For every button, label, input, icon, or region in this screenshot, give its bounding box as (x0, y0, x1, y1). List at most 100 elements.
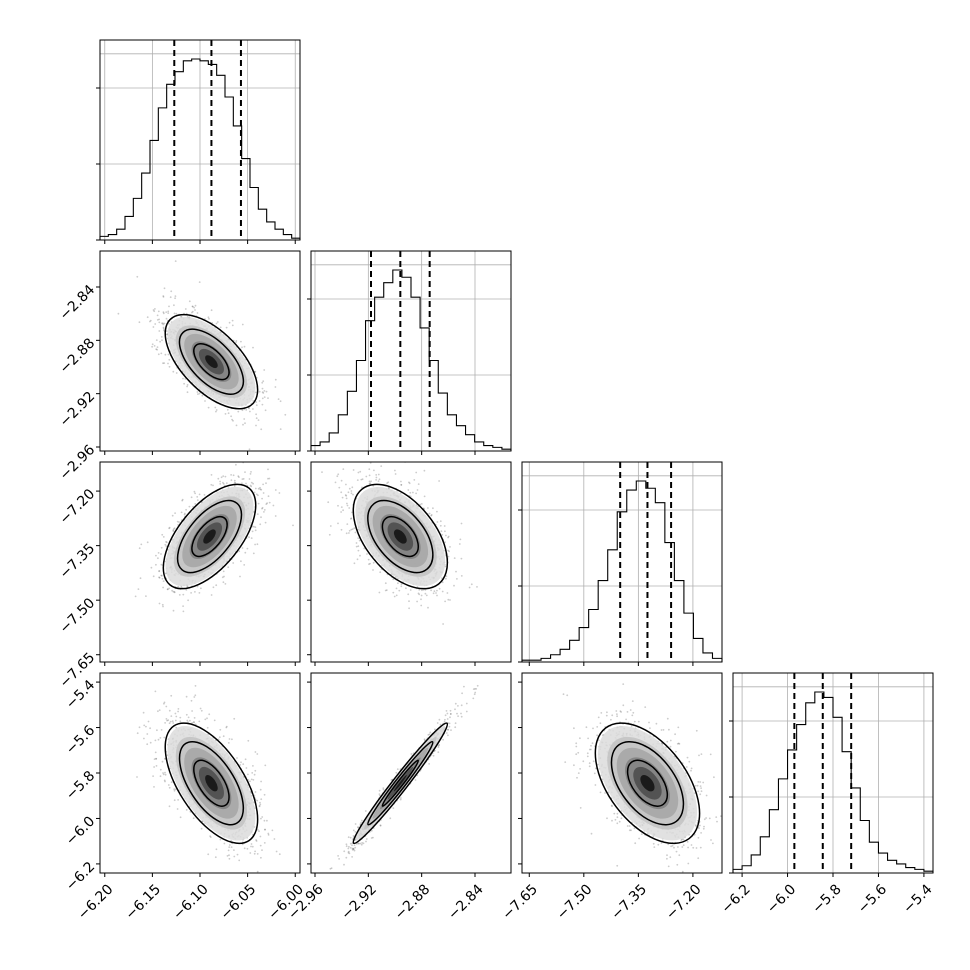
sample-point (367, 558, 370, 561)
sample-point (421, 589, 423, 592)
sample-point (152, 575, 155, 578)
sample-point (254, 370, 257, 373)
sample-point (247, 739, 250, 742)
sample-point (156, 729, 158, 732)
sample-point (198, 281, 201, 283)
sample-point (256, 543, 259, 546)
sample-point (207, 406, 210, 409)
sample-point (165, 545, 168, 548)
sample-point (165, 718, 168, 720)
sample-point (183, 513, 186, 516)
sample-point (400, 480, 402, 483)
sample-point (365, 475, 368, 478)
sample-point (408, 607, 410, 610)
sample-point (174, 295, 177, 297)
sample-point (337, 504, 339, 507)
sample-point (458, 543, 461, 545)
histogram-panel-2 (518, 461, 723, 666)
sample-point (261, 403, 264, 406)
sample-point (244, 471, 246, 473)
sample-point (400, 583, 403, 586)
sample-point (366, 553, 368, 555)
sample-point (337, 522, 339, 525)
sample-point (152, 775, 155, 777)
sample-point (357, 549, 360, 552)
sample-point (223, 575, 225, 578)
sample-point (342, 451, 344, 453)
sample-point (227, 412, 230, 415)
sample-point (262, 380, 265, 383)
sample-point (161, 603, 164, 606)
sample-point (398, 589, 401, 592)
sample-point (182, 605, 185, 607)
sample-point (178, 521, 181, 523)
sample-point (248, 478, 251, 480)
sample-point (173, 789, 176, 792)
sample-point (154, 308, 156, 310)
sample-point (191, 311, 193, 314)
sample-point (267, 477, 269, 480)
sample-point (255, 404, 258, 407)
sample-point (203, 494, 206, 496)
sample-point (361, 486, 363, 489)
sample-point (444, 541, 446, 544)
sample-point (222, 475, 225, 477)
sample-point (171, 589, 174, 592)
contour-1 (176, 499, 243, 574)
sample-point (340, 479, 343, 482)
sample-point (263, 369, 266, 371)
sample-point (433, 590, 436, 593)
sample-point (196, 312, 199, 314)
sample-point (253, 773, 256, 776)
sample-point (151, 343, 154, 346)
sample-point (153, 345, 156, 347)
sample-point (175, 312, 178, 315)
sample-point (162, 605, 164, 608)
sample-point (408, 482, 411, 485)
sample-point (444, 530, 446, 533)
sample-point (345, 483, 347, 486)
sample-point (160, 574, 163, 577)
sample-point (230, 474, 233, 476)
sample-point (241, 547, 244, 549)
sample-point (252, 552, 255, 555)
sample-point (182, 593, 185, 596)
sample-point (346, 523, 349, 525)
sample-point (156, 346, 159, 348)
sample-point (241, 482, 243, 485)
sample-point (447, 535, 450, 538)
sample-point (392, 578, 395, 581)
sample-point (252, 400, 255, 402)
sample-point (215, 410, 217, 413)
sample-point (231, 738, 233, 741)
sample-point (224, 475, 227, 478)
sample-point (179, 716, 182, 719)
sample-point (201, 394, 204, 397)
sample-point (274, 378, 277, 381)
sample-point (340, 506, 343, 508)
sample-point (476, 586, 478, 588)
sample-point (438, 587, 441, 590)
sample-point (363, 547, 366, 550)
sample-point (373, 469, 375, 472)
sample-point (162, 323, 165, 326)
sample-point (191, 305, 194, 308)
sample-point (168, 305, 170, 308)
sample-point (153, 786, 155, 788)
sample-point (117, 312, 120, 315)
sample-point (368, 563, 370, 566)
sample-point (154, 323, 157, 325)
sample-point (249, 780, 251, 783)
sample-point (346, 502, 348, 505)
sample-point (184, 512, 186, 515)
sample-point (219, 728, 222, 731)
sample-point (441, 533, 444, 536)
sample-point (165, 541, 167, 543)
sample-point (168, 526, 171, 529)
sample-point (222, 581, 225, 584)
sample-point (149, 741, 152, 744)
panel-content (136, 685, 281, 873)
sample-point (158, 318, 161, 321)
sample-point (171, 514, 174, 517)
scatter-panel-0-3 (96, 672, 301, 877)
